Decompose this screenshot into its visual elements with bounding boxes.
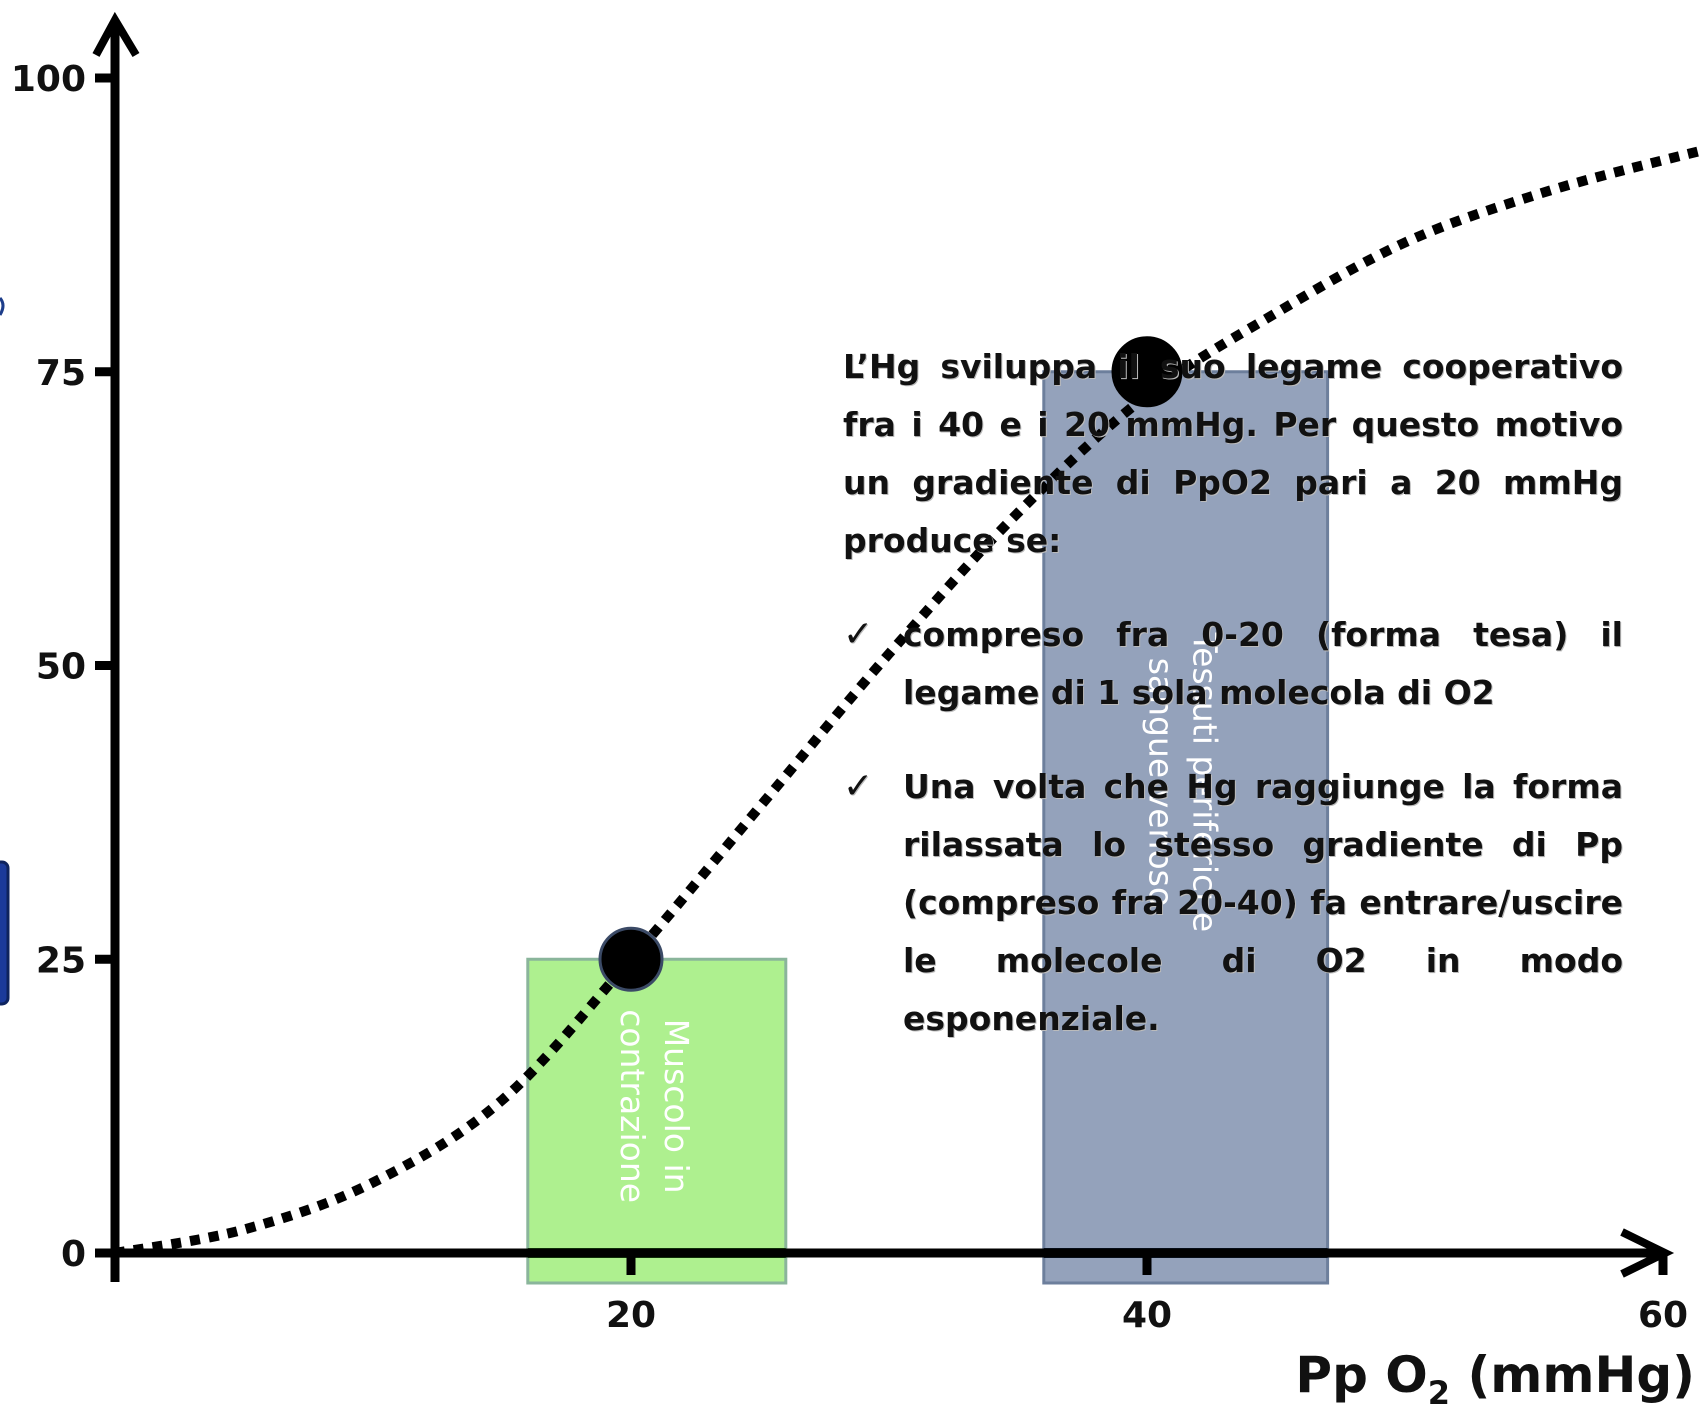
y-tick-label-75: 75 — [36, 353, 86, 394]
highlight-point-1 — [598, 926, 664, 992]
band-label-line2: contrazione — [613, 1009, 652, 1203]
x-tick-label-40: 40 — [1122, 1295, 1172, 1336]
explanation-text: L’Hg sviluppa il suo legame cooperativo … — [843, 338, 1623, 1084]
explanation-bullet-text: compreso fra 0-20 (forma tesa) il legame… — [903, 615, 1623, 712]
y-tick-label-0: 0 — [61, 1234, 86, 1275]
band-label-line1: Muscolo in — [657, 1019, 696, 1194]
y-tick-label-100: 100 — [11, 59, 86, 100]
x-axis-label-unit: (mmHg) — [1450, 1346, 1695, 1404]
x-tick-label-20: 20 — [606, 1295, 656, 1336]
explanation-bullet: ✓ compreso fra 0-20 (forma tesa) il legam… — [843, 606, 1623, 722]
band-label-line2: sangue venoso — [1142, 658, 1181, 907]
band-label-line1: Tessuti periferici e — [1186, 632, 1225, 933]
x-tick-label-60: 60 — [1638, 1295, 1688, 1336]
band-rect-2 — [1042, 370, 1330, 1285]
explanation-bullet: ✓ Una volta che Hg raggiunge la forma ril… — [843, 758, 1623, 1048]
y-tick-label-50: 50 — [36, 647, 86, 688]
x-axis-label-main: Pp O — [1295, 1346, 1427, 1404]
explanation-intro: L’Hg sviluppa il suo legame cooperativo … — [843, 347, 1623, 560]
ticks-layer: 204060801000255075100 — [11, 59, 1688, 1336]
x-axis-label-subscript: 2 — [1428, 1374, 1450, 1410]
band-rect-1 — [526, 957, 788, 1285]
y-tick-label-25: 25 — [36, 940, 86, 981]
explanation-bullet-text: Una volta che Hg raggiunge la forma rila… — [903, 767, 1623, 1038]
left-edge-mark — [0, 297, 5, 316]
highlight-point-2 — [1111, 336, 1183, 408]
check-icon: ✓ — [843, 766, 874, 807]
points-layer — [598, 336, 1183, 992]
x-axis-label: Pp O2 (mmHg) — [1295, 1346, 1695, 1410]
left-edge-shape — [0, 860, 10, 1006]
explanation-list: ✓ compreso fra 0-20 (forma tesa) il legam… — [843, 606, 1623, 1048]
check-icon: ✓ — [843, 614, 874, 655]
y-axis-arrowhead — [92, 11, 140, 58]
